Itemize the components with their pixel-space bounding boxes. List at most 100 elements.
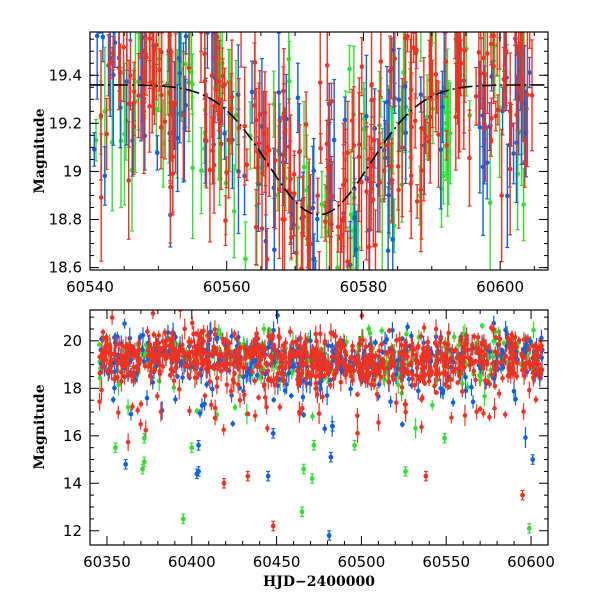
data-point [121,32,126,103]
data-point [523,427,528,449]
data-point [124,32,129,72]
y-tick-label: 18.8 [49,211,82,229]
y-tick-label: 18 [63,379,82,397]
data-point [401,361,407,369]
x-tick-label: 60600 [476,278,524,296]
data-point [97,354,102,360]
data-point [338,187,343,270]
data-point [222,106,227,160]
data-point [493,359,499,379]
data-point [257,346,263,367]
data-point [405,352,410,361]
y-tick-label: 16 [63,427,82,445]
data-point [169,333,175,347]
data-point [264,361,269,369]
data-point [467,109,472,207]
data-point [490,358,496,369]
data-point [402,32,408,85]
data-point [260,365,265,380]
data-point [242,385,247,405]
data-point [355,408,360,424]
data-point [491,322,496,338]
data-point [509,331,515,347]
data-point [433,358,439,371]
data-point [261,377,267,392]
data-point [460,385,465,398]
outlier-point [352,440,358,451]
data-point [173,354,179,367]
data-point [204,93,209,189]
data-point [489,97,494,140]
data-point [224,156,229,189]
data-point [315,385,320,404]
data-point [199,127,204,215]
data-point [99,379,104,401]
data-point [94,32,100,100]
data-point [437,337,443,348]
data-point [489,370,494,380]
data-point [474,404,479,420]
data-point [394,392,399,413]
data-point [130,402,135,411]
x-tick-label: 60400 [168,553,216,571]
data-point [294,200,299,270]
data-point [499,347,505,353]
data-point [492,382,498,390]
data-point [221,362,227,370]
outlier-point [309,473,315,484]
data-point [513,392,518,406]
data-point [231,164,237,259]
data-point [505,143,510,249]
data-point [325,354,331,373]
data-point [151,32,157,116]
data-point [110,35,116,71]
data-point [242,352,248,365]
data-point [335,360,340,374]
data-point [176,379,182,400]
data-point [449,344,455,357]
outlier-point [265,470,271,482]
data-point [204,380,209,389]
data-point [180,371,185,384]
data-point [413,345,419,365]
data-point [529,39,535,152]
data-point [514,372,520,381]
data-point [122,318,127,329]
data-point [471,366,477,376]
data-point [91,132,97,167]
data-point [155,345,161,366]
data-point [262,339,268,360]
data-point [224,331,230,350]
data-point [385,186,391,270]
data-point [441,356,447,376]
data-point [116,335,122,352]
y-tick-label: 19.2 [49,114,82,132]
data-point [458,335,463,346]
data-point [239,32,244,68]
data-point [141,48,147,175]
data-point [297,124,303,179]
data-point [468,352,473,371]
data-point [345,100,351,205]
y-tick-label: 18.6 [49,259,82,277]
data-point [331,370,337,379]
top-y-axis-label: Magnitude [32,108,48,193]
data-point [232,329,237,338]
data-point [309,365,314,387]
data-point [200,359,206,368]
data-point [231,353,236,375]
data-point [351,86,357,205]
data-point [522,138,528,188]
data-point [493,334,499,341]
data-point [536,345,542,367]
data-point [131,69,137,136]
y-tick-label: 19 [63,162,82,180]
data-point [451,331,457,343]
data-point [533,395,539,404]
data-point [259,172,265,270]
data-point [500,373,505,383]
data-point [528,337,533,346]
data-point [322,424,328,434]
data-point [243,221,248,270]
data-point [534,365,539,378]
